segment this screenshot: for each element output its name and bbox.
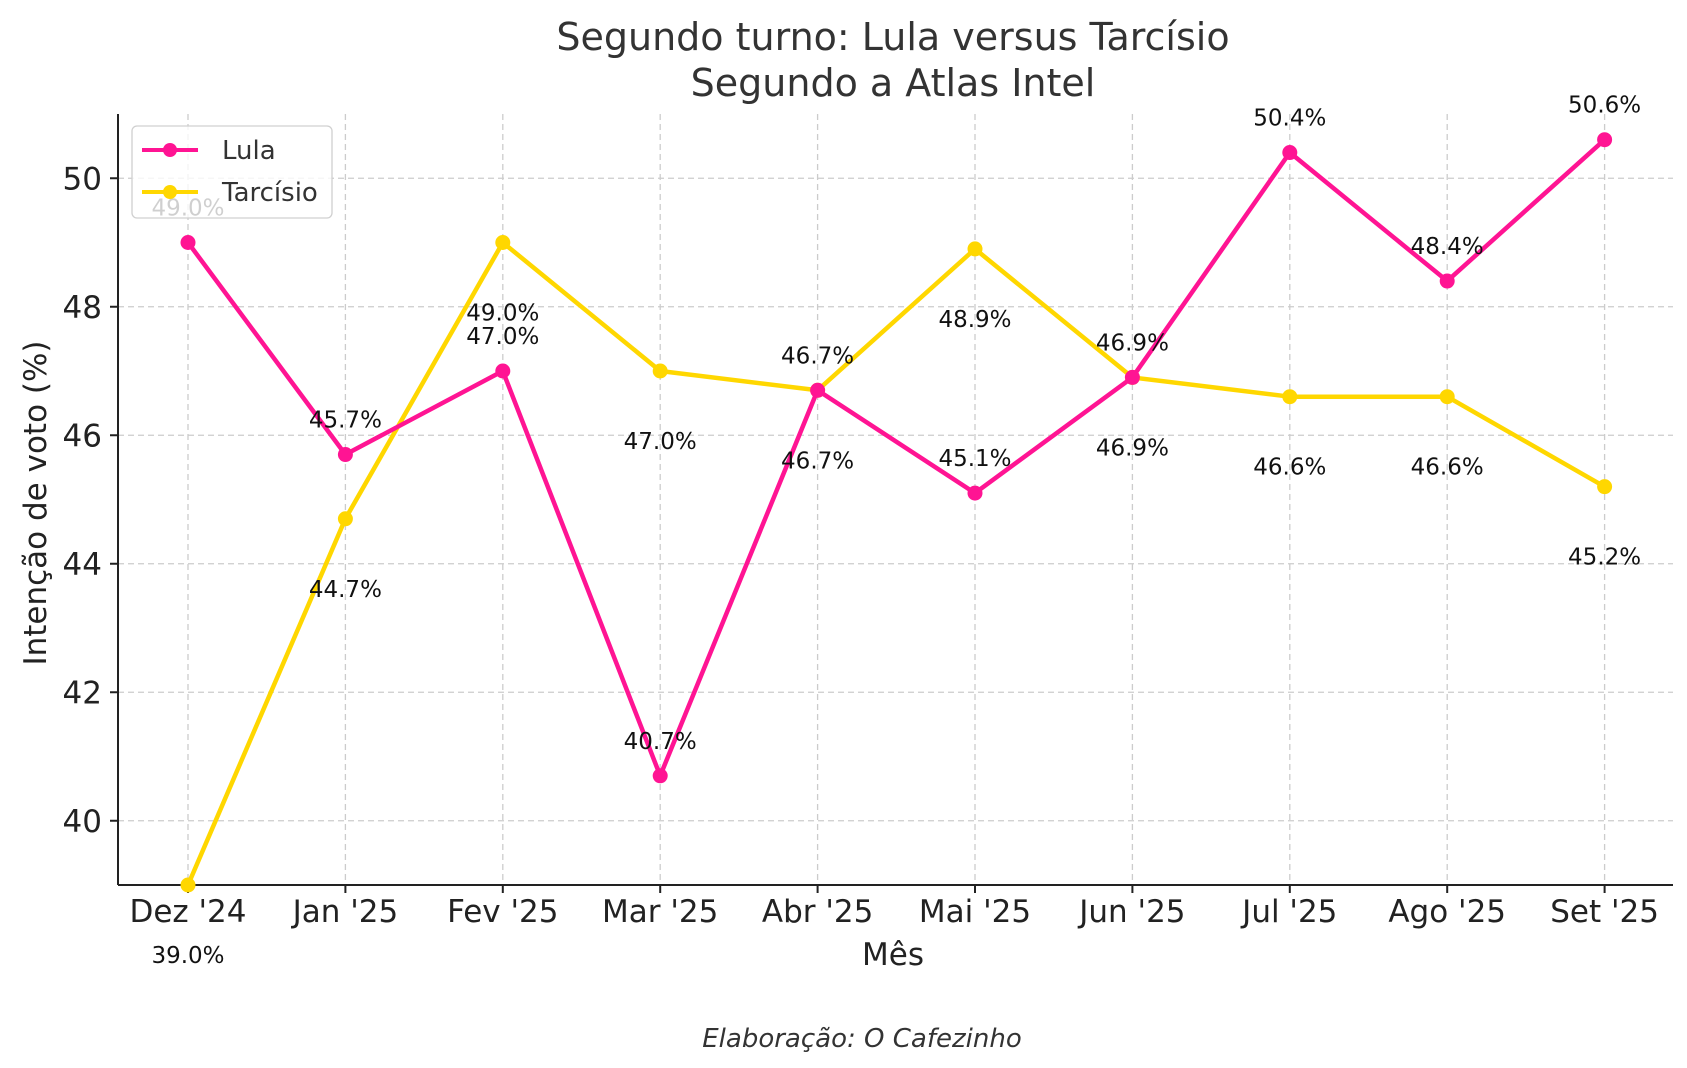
grid <box>118 114 1673 885</box>
legend-label-tarcisio: Tarcísio <box>221 178 318 208</box>
chart-title-line-2: Segundo a Atlas Intel <box>691 61 1096 105</box>
y-tick-label-42: 42 <box>63 675 102 711</box>
y-tick-label-44: 44 <box>63 547 102 583</box>
data-label-tarcisio-jan-25: 44.7% <box>309 577 382 603</box>
data-label-lula-mai-25: 45.1% <box>938 446 1011 472</box>
data-point-lula-set-25 <box>1597 132 1613 148</box>
footer-credit: Elaboração: O Cafezinho <box>702 1024 1021 1054</box>
x-tick-label-jun-25: Jun '25 <box>1077 894 1185 930</box>
series <box>180 132 1613 893</box>
data-label-lula-jan-25: 45.7% <box>309 408 382 434</box>
data-point-tarcisio-jul-25 <box>1282 389 1298 405</box>
data-label-lula-ago-25: 48.4% <box>1411 234 1484 260</box>
x-tick-label-ago-25: Ago '25 <box>1388 894 1506 930</box>
data-point-tarcisio-mai-25 <box>967 241 983 257</box>
data-point-lula-mai-25 <box>967 485 983 501</box>
y-tick-label-40: 40 <box>63 804 102 840</box>
data-point-tarcisio-jan-25 <box>337 511 353 527</box>
data-label-tarcisio-mar-25: 47.0% <box>624 429 697 455</box>
data-label-lula-jul-25: 50.4% <box>1253 106 1326 132</box>
x-axis-label: Mês <box>862 937 924 973</box>
data-point-tarcisio-dez-24 <box>180 877 196 893</box>
data-point-tarcisio-ago-25 <box>1439 389 1455 405</box>
data-label-lula-set-25: 50.6% <box>1568 93 1641 119</box>
x-tick-label-mai-25: Mai '25 <box>919 894 1031 930</box>
series-line-lula <box>186 138 1607 779</box>
data-label-lula-abr-25: 46.7% <box>781 343 854 369</box>
data-label-tarcisio-mai-25: 48.9% <box>938 307 1011 333</box>
data-point-tarcisio-fev-25 <box>495 235 511 250</box>
legend: Lula Tarcísio <box>131 125 333 219</box>
y-tick-label-50: 50 <box>63 161 102 197</box>
legend-marker-lula <box>163 143 177 157</box>
x-tick-label-set-25: Set '25 <box>1550 894 1659 930</box>
data-point-lula-ago-25 <box>1439 273 1455 289</box>
data-point-lula-fev-25 <box>495 363 511 379</box>
data-point-lula-mar-25 <box>652 768 668 784</box>
x-tick-label-abr-25: Abr '25 <box>762 894 873 930</box>
data-label-tarcisio-fev-25: 49.0% <box>466 301 539 327</box>
x-tick-label-mar-25: Mar '25 <box>602 894 718 930</box>
tick-labels: 40 42 44 46 48 50 Dez '24 Jan '25 Fev '25 Mar '25… <box>63 161 1659 930</box>
x-tick-label-jul-25: Jul '25 <box>1240 894 1337 930</box>
y-axis-label: Intenção de voto (%) <box>18 340 54 665</box>
legend-label-lula: Lula <box>222 136 276 166</box>
x-tick-label-dez-24: Dez '24 <box>129 894 246 930</box>
data-label-tarcisio-dez-24: 39.0% <box>151 943 224 969</box>
data-labels: 49.0% 45.7% 47.0% 40.7% 46.7% 45.1% 46.9% 50.4%… <box>151 93 1641 969</box>
data-label-tarcisio-abr-25: 46.7% <box>781 448 854 474</box>
data-point-tarcisio-mar-25 <box>652 363 668 379</box>
data-label-lula-fev-25: 47.0% <box>466 324 539 350</box>
data-point-lula-dez-24 <box>180 235 196 250</box>
axes <box>117 114 1673 886</box>
data-label-tarcisio-jun-25: 46.9% <box>1096 435 1169 461</box>
y-tick-label-46: 46 <box>63 418 102 454</box>
data-point-lula-jul-25 <box>1282 145 1298 161</box>
legend-marker-tarcisio <box>163 185 177 199</box>
data-point-lula-abr-25 <box>810 382 826 398</box>
data-label-lula-jun-25: 46.9% <box>1096 330 1169 356</box>
data-point-lula-jan-25 <box>337 447 353 463</box>
data-label-lula-mar-25: 40.7% <box>624 729 697 755</box>
y-tick-label-48: 48 <box>63 290 102 326</box>
data-point-lula-jun-25 <box>1124 369 1140 385</box>
series-line-tarcisio <box>185 240 1606 886</box>
x-tick-label-jan-25: Jan '25 <box>291 894 399 930</box>
data-label-tarcisio-jul-25: 46.6% <box>1253 455 1326 481</box>
data-label-tarcisio-set-25: 45.2% <box>1568 545 1641 571</box>
chart-title-line-1: Segundo turno: Lula versus Tarcísio <box>556 15 1229 59</box>
x-tick-label-fev-25: Fev '25 <box>447 894 558 930</box>
data-label-tarcisio-ago-25: 46.6% <box>1411 455 1484 481</box>
data-point-tarcisio-set-25 <box>1597 479 1613 495</box>
